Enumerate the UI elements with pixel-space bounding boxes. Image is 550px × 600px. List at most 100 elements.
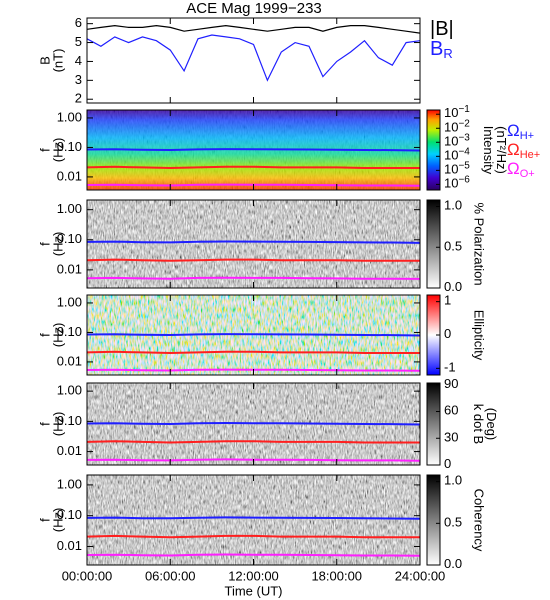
legend-sub: R bbox=[443, 46, 452, 61]
colorbar-tick-label: 0.0 bbox=[444, 279, 462, 294]
colorbar-label: Coherency bbox=[472, 489, 487, 552]
colorbar-label: % Polarization bbox=[472, 202, 487, 285]
y-axis-label: f bbox=[37, 242, 52, 246]
colorbar bbox=[426, 474, 441, 566]
colorbar-tick-label: 0.5 bbox=[444, 239, 462, 254]
colorbar-tick-label: -1 bbox=[444, 360, 456, 375]
y-tick-label: 0.10 bbox=[57, 139, 82, 154]
legend-name: Ω bbox=[507, 121, 520, 140]
y-axis-label: B bbox=[37, 56, 52, 65]
spectrogram-image bbox=[87, 200, 420, 288]
x-axis-label: Time (UT) bbox=[224, 583, 282, 598]
colorbar-tick-label: 0.5 bbox=[444, 515, 462, 530]
y-axis-label: f bbox=[37, 148, 52, 152]
legend-entry: ΩH+ bbox=[507, 121, 534, 141]
colorbar-tick-label: 10−3 bbox=[444, 132, 470, 149]
colorbar-tick-label: 0 bbox=[444, 326, 451, 341]
colorbar-tick-sup: −4 bbox=[458, 146, 470, 157]
plot-frame bbox=[86, 17, 421, 104]
colorbar-tick-label: 10−1 bbox=[444, 104, 470, 121]
colorbar-tick-label: 1.0 bbox=[444, 198, 462, 213]
y-axis-label: (nT) bbox=[50, 49, 65, 73]
colorbar-tick-text: 10 bbox=[444, 106, 458, 121]
series-line bbox=[87, 553, 420, 557]
colorbar-tick-text: 1 bbox=[444, 293, 451, 308]
series-line bbox=[87, 165, 420, 170]
colorbar-tick-text: 10 bbox=[444, 176, 458, 191]
y-axis-label: (Hz) bbox=[50, 412, 65, 437]
colorbar-tick-text: 60 bbox=[444, 403, 458, 418]
x-tick-label: 06:00:00 bbox=[145, 568, 196, 583]
colorbar-tick-label: 10−4 bbox=[444, 146, 470, 163]
y-tick-label: 1.00 bbox=[57, 294, 82, 309]
colorbar-tick-text: 0.5 bbox=[444, 515, 462, 530]
series-line bbox=[87, 333, 420, 337]
x-tick-label: 24:00:00 bbox=[395, 568, 446, 583]
y-axis-label: (Hz) bbox=[50, 323, 65, 348]
x-tick-label: 18:00:00 bbox=[311, 568, 362, 583]
colorbar-tick-sup: −1 bbox=[458, 104, 470, 115]
colorbar-tick-text: 0.0 bbox=[444, 279, 462, 294]
colorbar-tick-label: 0.0 bbox=[444, 556, 462, 571]
x-tick-label: 12:00:00 bbox=[228, 568, 279, 583]
y-tick-label: 0.01 bbox=[57, 353, 82, 368]
series-line bbox=[87, 24, 420, 34]
colorbar-tick-text: 0.5 bbox=[444, 239, 462, 254]
y-tick-label: 6 bbox=[75, 15, 82, 30]
y-tick-label: 3 bbox=[75, 72, 82, 87]
colorbar-tick-text: -1 bbox=[444, 360, 456, 375]
y-axis-label: (Hz) bbox=[50, 508, 65, 533]
series-line bbox=[87, 440, 420, 444]
colorbar bbox=[426, 199, 441, 289]
series-line bbox=[87, 516, 420, 520]
series-line bbox=[87, 258, 420, 262]
y-tick-label: 2 bbox=[75, 91, 82, 106]
colorbar-label: (nT²/Hz) bbox=[494, 126, 509, 174]
colorbar-tick-text: 10 bbox=[444, 162, 458, 177]
y-tick-label: 1.00 bbox=[57, 109, 82, 124]
series-line bbox=[87, 34, 420, 82]
legend-sub: He+ bbox=[520, 149, 541, 161]
colorbar-label: Intensity bbox=[481, 126, 496, 175]
series-line bbox=[87, 276, 420, 280]
colorbar-tick-label: 10−5 bbox=[444, 160, 470, 177]
legend-name: Ω bbox=[507, 159, 520, 178]
y-tick-label: 0.01 bbox=[57, 168, 82, 183]
colorbar-tick-label: 10−6 bbox=[444, 174, 470, 191]
chart-title: ACE Mag 1999−233 bbox=[186, 0, 322, 17]
y-axis-label: (Hz) bbox=[50, 138, 65, 163]
colorbar bbox=[426, 382, 441, 466]
colorbar bbox=[426, 109, 441, 191]
series-line bbox=[87, 534, 420, 539]
legend-sub: O+ bbox=[520, 168, 535, 180]
y-axis-label: (Hz) bbox=[50, 232, 65, 257]
y-tick-label: 0.10 bbox=[57, 231, 82, 246]
colorbar-tick-text: 1.0 bbox=[444, 198, 462, 213]
colorbar-tick-text: 10 bbox=[444, 120, 458, 135]
colorbar-label: Ellipticity bbox=[472, 310, 487, 361]
colorbar-tick-sup: −2 bbox=[458, 118, 470, 129]
legend-entry: ΩO+ bbox=[507, 159, 535, 179]
legend-entry: ΩHe+ bbox=[507, 140, 540, 160]
y-tick-label: 5 bbox=[75, 34, 82, 49]
legend-sub: H+ bbox=[520, 130, 534, 142]
colorbar-tick-text: 0.0 bbox=[444, 556, 462, 571]
legend-name: Ω bbox=[507, 140, 520, 159]
colorbar-tick-text: 0 bbox=[444, 456, 451, 471]
colorbar-tick-sup: −6 bbox=[458, 174, 470, 185]
y-tick-label: 1.00 bbox=[57, 201, 82, 216]
colorbar-tick-label: 1 bbox=[444, 293, 451, 308]
y-tick-label: 0.01 bbox=[57, 538, 82, 553]
y-axis-label: f bbox=[37, 422, 52, 426]
colorbar-tick-text: 90 bbox=[444, 376, 458, 391]
series-line bbox=[87, 421, 420, 426]
colorbar-tick-label: 30 bbox=[444, 430, 458, 445]
y-tick-label: 1.00 bbox=[57, 383, 82, 398]
colorbar-tick-text: 0 bbox=[444, 326, 451, 341]
y-tick-label: 0.01 bbox=[57, 443, 82, 458]
colorbar-tick-label: 1.0 bbox=[444, 473, 462, 488]
colorbar-tick-label: 10−2 bbox=[444, 118, 470, 135]
colorbar-tick-text: 1.0 bbox=[444, 473, 462, 488]
